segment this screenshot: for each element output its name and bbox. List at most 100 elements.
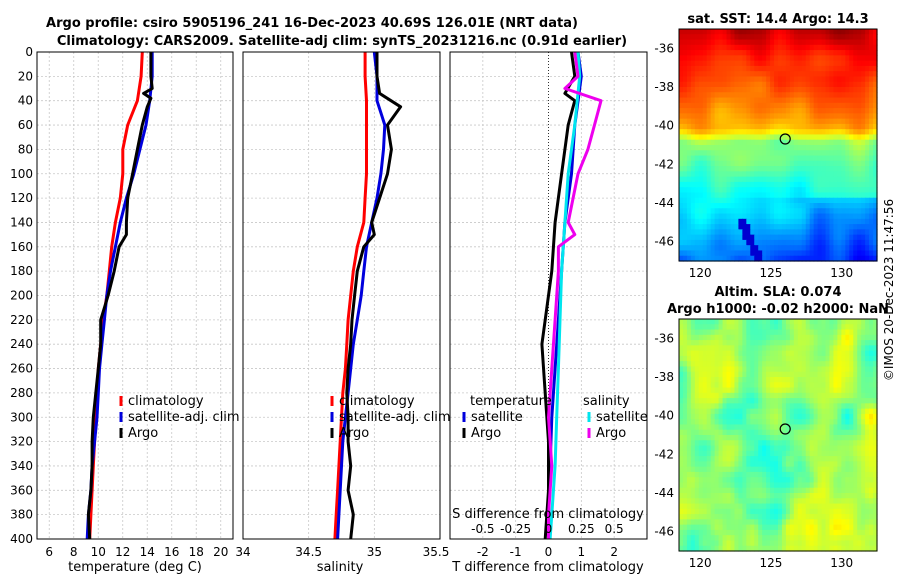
map-cell bbox=[801, 208, 807, 215]
map-cell bbox=[853, 187, 858, 194]
map-cell bbox=[679, 361, 684, 368]
map-cell bbox=[785, 108, 791, 114]
map-cell bbox=[702, 197, 708, 204]
map-cell bbox=[789, 524, 795, 531]
map-cell bbox=[793, 203, 799, 209]
map-cell bbox=[746, 203, 751, 209]
map-cell bbox=[679, 34, 684, 41]
map-cell bbox=[718, 81, 724, 88]
legend-label-satellite: satellite-adj. clim bbox=[339, 410, 451, 425]
map-cell bbox=[805, 60, 811, 67]
map-cell bbox=[833, 435, 838, 441]
map-cell bbox=[817, 176, 823, 183]
map-cell bbox=[702, 340, 708, 346]
map-cell bbox=[682, 87, 688, 93]
map-cell bbox=[702, 176, 708, 183]
map-cell bbox=[809, 113, 815, 120]
y-tick-label: 180 bbox=[10, 264, 33, 278]
map-cell bbox=[774, 382, 779, 389]
map-cell bbox=[801, 392, 807, 399]
map-cell bbox=[770, 424, 775, 431]
map-cell bbox=[702, 361, 708, 368]
map-cell bbox=[710, 392, 716, 399]
map-cell bbox=[754, 382, 759, 389]
map-cell bbox=[857, 113, 862, 120]
map-cell bbox=[750, 482, 755, 489]
map-cell bbox=[778, 355, 783, 362]
map-cell bbox=[679, 403, 684, 410]
map-cell bbox=[841, 139, 846, 146]
map-cell bbox=[817, 524, 823, 531]
map-cell bbox=[857, 503, 862, 510]
map-cell bbox=[750, 113, 755, 120]
map-cell bbox=[754, 361, 759, 368]
map-cell bbox=[797, 408, 803, 415]
map-cell bbox=[770, 166, 775, 172]
map-cell bbox=[734, 208, 739, 215]
map-cell bbox=[718, 324, 724, 331]
map-cell bbox=[853, 171, 858, 178]
map-cell bbox=[793, 477, 799, 484]
map-cell bbox=[829, 108, 835, 114]
map-cell bbox=[734, 65, 739, 72]
map-cell bbox=[785, 102, 791, 109]
map-cell bbox=[849, 55, 854, 62]
map-cell bbox=[778, 123, 783, 130]
map-cell bbox=[845, 466, 850, 473]
map-cell bbox=[694, 239, 700, 246]
map-cell bbox=[841, 181, 846, 188]
map-cell bbox=[857, 50, 862, 56]
map-cell bbox=[873, 366, 878, 373]
map-cell bbox=[758, 239, 763, 246]
map-cell bbox=[738, 545, 743, 552]
legend-label-argo: Argo bbox=[128, 426, 158, 441]
map-cell bbox=[722, 113, 728, 120]
map-cell bbox=[738, 498, 743, 505]
map-cell bbox=[734, 213, 739, 220]
map-cell bbox=[813, 340, 819, 346]
map-cell bbox=[837, 324, 842, 331]
map-cell bbox=[762, 123, 767, 130]
map-cell bbox=[770, 245, 775, 252]
map-cell bbox=[813, 87, 819, 93]
map-cell bbox=[825, 192, 831, 199]
map-cell bbox=[758, 29, 763, 35]
map-cell bbox=[758, 382, 763, 389]
map-cell bbox=[766, 445, 771, 452]
map-cell bbox=[797, 334, 803, 341]
map-cell bbox=[730, 487, 736, 494]
map-cell bbox=[813, 50, 819, 56]
map-cell bbox=[706, 445, 712, 452]
map-cell bbox=[738, 208, 743, 215]
map-cell bbox=[734, 50, 739, 56]
map-cell bbox=[694, 65, 700, 72]
map-cell bbox=[809, 529, 815, 536]
map-cell bbox=[706, 155, 712, 162]
map-cell bbox=[754, 456, 759, 462]
map-cell bbox=[849, 250, 854, 257]
map-cell bbox=[730, 203, 736, 209]
map-cell bbox=[821, 535, 827, 542]
map-cell bbox=[793, 150, 799, 157]
map-cell bbox=[770, 87, 775, 93]
map-cell bbox=[781, 482, 787, 489]
map-cell bbox=[857, 155, 862, 162]
map-cell bbox=[825, 340, 831, 346]
map-cell bbox=[770, 445, 775, 452]
map-cell bbox=[861, 350, 866, 357]
map-cell bbox=[813, 503, 819, 510]
map-cell bbox=[774, 160, 779, 167]
map-cell bbox=[766, 224, 771, 230]
map-cell bbox=[722, 29, 728, 35]
map-cell bbox=[762, 419, 767, 426]
map-cell bbox=[690, 361, 696, 368]
map-cell bbox=[813, 150, 819, 157]
map-cell bbox=[770, 229, 775, 236]
map-cell bbox=[873, 250, 878, 257]
map-cell bbox=[750, 329, 755, 336]
map-cell bbox=[738, 176, 743, 183]
map-cell bbox=[722, 445, 728, 452]
map-cell bbox=[865, 503, 870, 510]
map-cell bbox=[805, 340, 811, 346]
map-cell bbox=[694, 366, 700, 373]
